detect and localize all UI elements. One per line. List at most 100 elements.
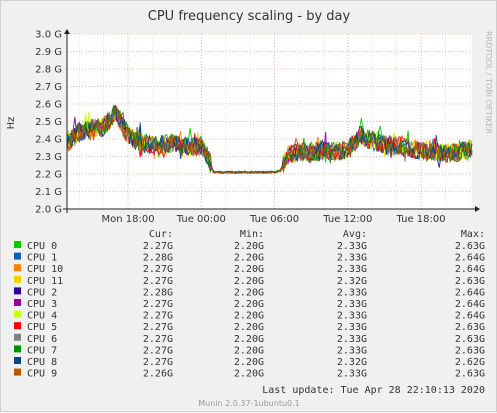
legend-min-value: 2.20G [234,276,264,287]
grid [67,33,472,209]
chart-title: CPU frequency scaling - by day [148,9,351,24]
legend-max-value: 2.63G [455,345,485,356]
legend-swatch [14,299,21,306]
legend-avg-value: 2.33G [337,287,367,298]
legend-swatch [14,368,21,376]
legend-avg-value: 2.33G [337,322,367,333]
legend-min-value: 2.20G [234,241,264,252]
legend-avg-value: 2.32G [337,276,367,287]
x-tick-label: Mon 18:00 [102,214,155,225]
legend-cur-value: 2.26G [143,369,173,380]
y-tick-label: 2.5 G [35,117,62,128]
legend-series-name: CPU 9 [27,369,57,380]
legend-min-value: 2.20G [234,287,264,298]
legend-swatch [14,252,21,260]
legend-avg-value: 2.33G [337,345,367,356]
legend-min-value: 2.20G [234,253,264,264]
legend-cur-value: 2.27G [143,345,173,356]
legend-cur-value: 2.27G [143,276,173,287]
legend-avg-value: 2.33G [337,241,367,252]
legend-cur-value: 2.27G [143,322,173,333]
legend-swatch [14,275,21,283]
legend-max-value: 2.64G [455,253,485,264]
y-tick-label: 2.1 G [35,187,62,198]
legend-series-name: CPU 7 [27,345,57,356]
x-tick-label: Tue 06:00 [249,214,299,225]
legend-max-value: 2.63G [455,369,485,380]
legend-max-value: 2.63G [455,334,485,345]
legend-cur-value: 2.27G [143,299,173,310]
legend-series-name: CPU 4 [27,311,57,322]
legend-avg-value: 2.32G [337,357,367,368]
y-tick-label: 2.2 G [35,170,62,181]
legend-cur-value: 2.27G [143,311,173,322]
legend-swatch [14,345,21,353]
y-tick-label: 2.3 G [35,152,62,163]
x-axis-arrow [475,206,480,212]
y-axis-label: Hz [6,117,17,130]
legend-header-cur: Cur: [149,229,173,240]
legend-swatch [14,322,21,330]
legend-header-avg: Avg: [343,229,367,240]
y-tick-label: 2.6 G [35,100,62,111]
legend-max-value: 2.64G [455,287,485,298]
y-tick-labels: 2.0 G 2.1 G 2.2 G 2.3 G 2.4 G 2.5 G 2.6 G 2.7 G… [35,30,62,216]
legend-avg-value: 2.33G [337,334,367,345]
y-tick-label: 2.4 G [35,135,62,146]
legend-header: Cur: Min: Avg: Max: [149,229,485,240]
legend-avg-value: 2.33G [337,299,367,310]
y-tick-label: 2.8 G [35,65,62,76]
legend-max-value: 2.63G [455,241,485,252]
legend-min-value: 2.20G [234,369,264,380]
y-axis-arrow [64,29,70,34]
x-tick-labels: Mon 18:00 Tue 00:00 Tue 06:00 Tue 12:00 Tue … [102,214,446,225]
legend-series-name: CPU 2 [27,287,57,298]
y-tick-label: 2.9 G [35,47,62,58]
legend-header-min: Min: [240,229,264,240]
legend-max-value: 2.64G [455,264,485,275]
legend-min-value: 2.20G [234,264,264,275]
y-tick-label: 2.7 G [35,82,62,93]
legend-cur-value: 2.27G [143,264,173,275]
legend-max-value: 2.64G [455,311,485,322]
legend-max-value: 2.63G [455,276,485,287]
legend-series-name: CPU 6 [27,334,57,345]
legend-swatch [14,241,21,248]
legend-avg-value: 2.33G [337,264,367,275]
legend-swatch [14,287,21,295]
munin-version-footer: Munin 2.0.37-1ubuntu0.1 [198,399,300,408]
legend-min-value: 2.20G [234,334,264,345]
legend-cur-value: 2.27G [143,334,173,345]
legend-min-value: 2.20G [234,311,264,322]
legend-header-max: Max: [461,229,485,240]
legend-swatch [14,357,21,364]
x-tick-label: Tue 18:00 [396,214,446,225]
legend-cur-value: 2.27G [143,357,173,368]
legend-series-name: CPU 3 [27,299,57,310]
rrdtool-credit: RRDTOOL / TOBI OETIKER [484,31,493,134]
x-tick-label: Tue 00:00 [176,214,226,225]
series-lines [66,104,473,175]
legend-cur-value: 2.27G [143,241,173,252]
legend-min-value: 2.20G [234,345,264,356]
x-tick-label: Tue 12:00 [322,214,372,225]
legend-min-value: 2.20G [234,299,264,310]
legend: CPU 0 2.27G 2.20G 2.33G 2.63G CPU 1 2.28G 2.20G… [14,241,485,380]
legend-avg-value: 2.33G [337,369,367,380]
legend-series-name: CPU 1 [27,253,57,264]
plot-area [67,34,472,209]
series-line-cpu-9 [66,106,473,174]
legend-cur-value: 2.28G [143,287,173,298]
legend-max-value: 2.62G [455,357,485,368]
legend-min-value: 2.20G [234,357,264,368]
y-tick-label: 3.0 G [35,30,62,41]
last-update: Last update: Tue Apr 28 22:10:13 2020 [262,385,485,396]
y-tick-label: 2.0 G [35,205,62,216]
legend-avg-value: 2.33G [337,253,367,264]
legend-series-name: CPU 8 [27,357,57,368]
legend-swatch [14,333,21,341]
legend-series-name: CPU 11 [27,276,63,287]
legend-avg-value: 2.33G [337,311,367,322]
